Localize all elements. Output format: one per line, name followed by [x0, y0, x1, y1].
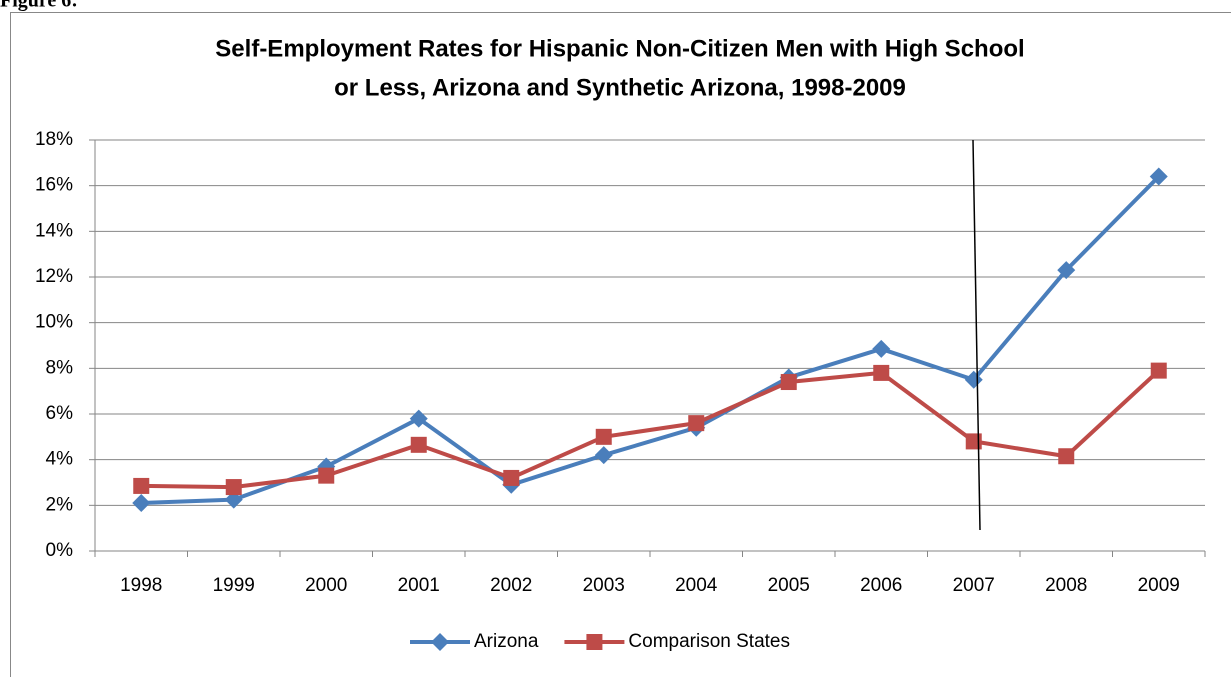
marker: [873, 364, 890, 381]
marker: [872, 339, 891, 358]
marker: [965, 433, 982, 450]
y-tick-label: 8%: [46, 357, 74, 378]
x-tick-label: 2001: [398, 575, 440, 596]
x-tick-label: 1999: [213, 575, 255, 596]
x-tick-label: 2006: [860, 575, 902, 596]
marker: [318, 467, 335, 484]
annotation-line: [972, 139, 981, 531]
x-tick-label: 2000: [305, 575, 347, 596]
x-tick-label: 2004: [675, 575, 718, 596]
marker: [410, 436, 427, 453]
marker: [224, 490, 243, 509]
x-tick-label: 2002: [490, 575, 532, 596]
x-tick-label: 2007: [953, 575, 995, 596]
x-tick-label: 2003: [583, 575, 625, 596]
chart-title: Self-Employment Rates for Hispanic Non-C…: [215, 35, 1024, 62]
marker: [780, 374, 797, 391]
y-tick-label: 6%: [46, 403, 74, 424]
marker: [1057, 261, 1076, 280]
y-tick-label: 4%: [46, 449, 74, 470]
marker: [503, 469, 520, 486]
x-tick-label: 1998: [120, 575, 162, 596]
legend-label: Arizona: [474, 631, 539, 652]
marker: [431, 633, 449, 651]
marker: [595, 428, 612, 445]
y-tick-label: 18%: [35, 129, 73, 150]
marker: [133, 477, 150, 494]
chart-border: [10, 12, 1231, 677]
y-tick-label: 10%: [35, 312, 73, 333]
marker: [586, 634, 603, 650]
marker: [132, 494, 151, 513]
figure-label: Figure 6:: [0, 0, 78, 12]
marker: [1058, 448, 1075, 465]
y-tick-label: 12%: [35, 266, 73, 287]
y-tick-label: 14%: [35, 220, 73, 241]
marker: [688, 415, 705, 432]
marker: [1149, 167, 1168, 186]
y-tick-label: 0%: [46, 540, 74, 561]
marker: [594, 446, 613, 465]
y-tick-label: 16%: [35, 175, 73, 196]
chart-title: or Less, Arizona and Synthetic Arizona, …: [334, 74, 906, 101]
y-tick-label: 2%: [46, 494, 74, 515]
marker: [409, 409, 428, 428]
series-line: [141, 175, 1161, 506]
marker: [1150, 362, 1167, 379]
x-tick-label: 2009: [1138, 575, 1180, 596]
marker: [225, 479, 242, 496]
legend-label: Comparison States: [628, 631, 790, 652]
marker: [964, 370, 983, 389]
x-tick-label: 2005: [768, 575, 810, 596]
series-line: [141, 369, 1161, 490]
x-tick-label: 2008: [1045, 575, 1087, 596]
